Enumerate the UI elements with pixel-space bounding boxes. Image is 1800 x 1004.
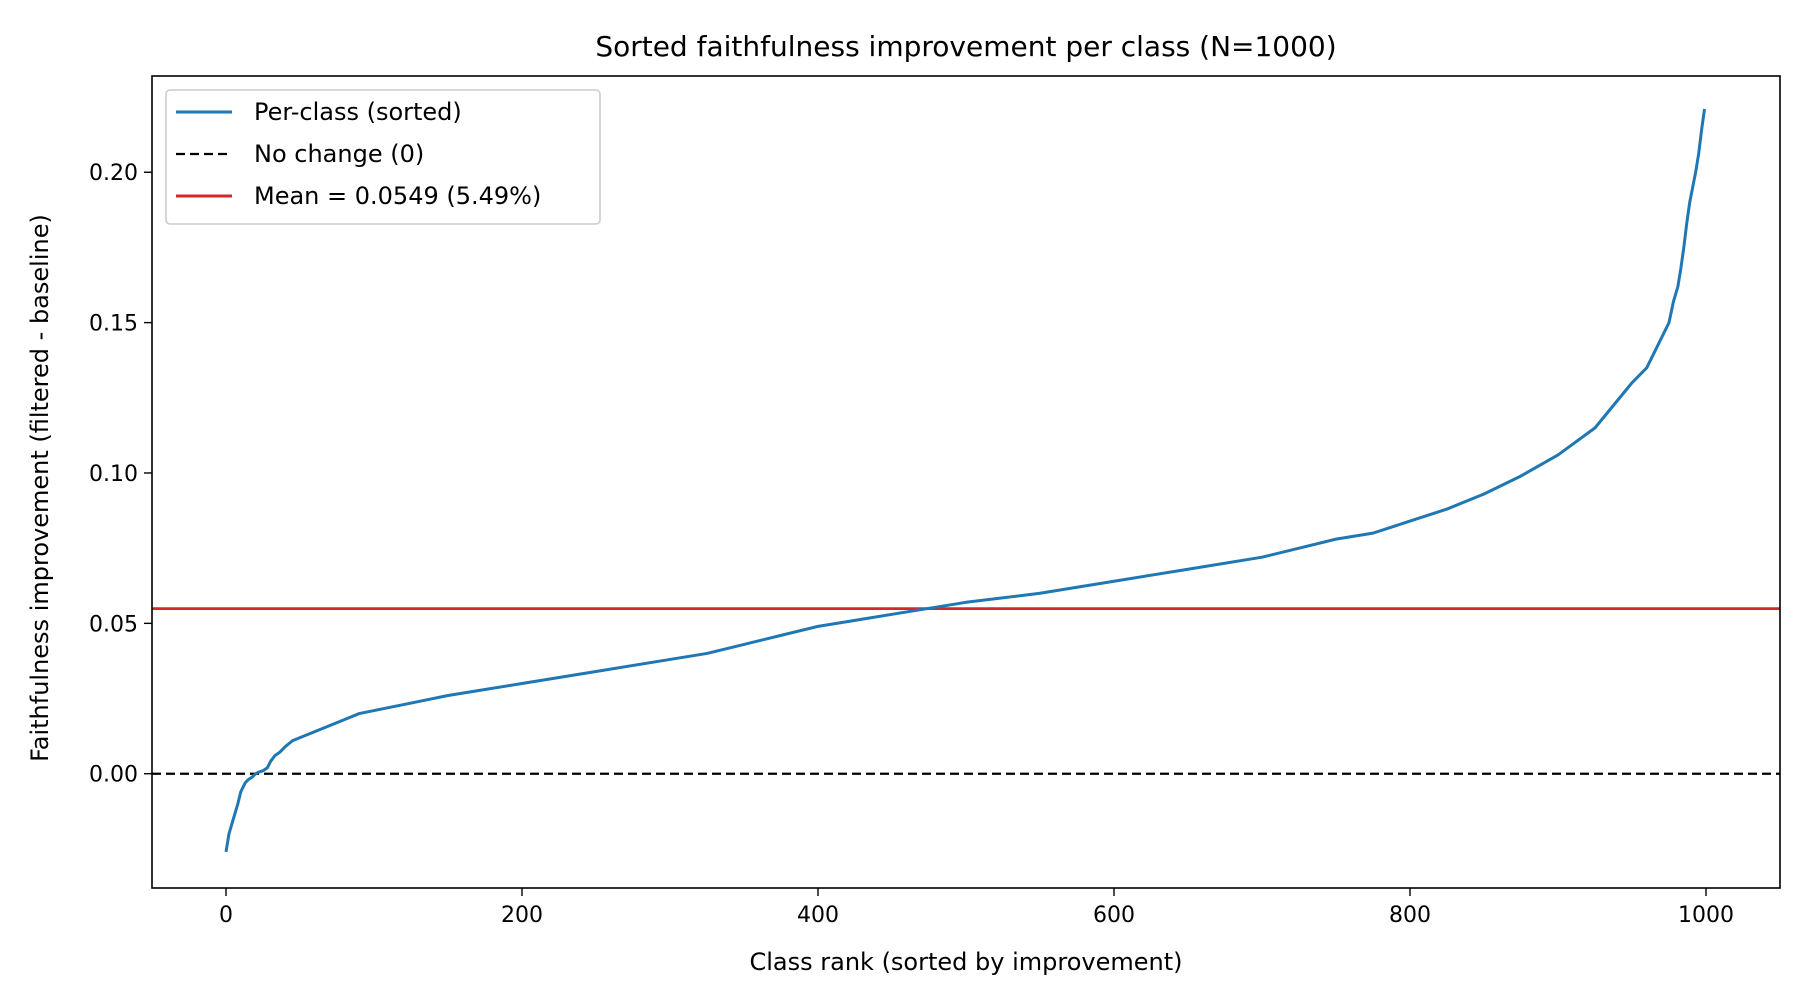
legend-label: Mean = 0.0549 (5.49%) bbox=[254, 182, 541, 210]
y-tick-label: 0.00 bbox=[89, 763, 138, 788]
y-tick-label: 0.20 bbox=[89, 161, 138, 186]
per-class-series-line bbox=[224, 108, 1707, 853]
y-tick-label: 0.15 bbox=[89, 312, 138, 337]
chart-title: Sorted faithfulness improvement per clas… bbox=[595, 30, 1336, 63]
x-tick-label: 400 bbox=[797, 903, 839, 928]
y-tick-label: 0.05 bbox=[89, 612, 138, 637]
plot-area: 0 200 400 600 800 1000 0.00 0.05 0.10 0.15 0.20 bbox=[89, 75, 1781, 928]
x-tick-label: 200 bbox=[501, 903, 543, 928]
x-tick-label: 0 bbox=[219, 903, 233, 928]
x-tick-label: 800 bbox=[1389, 903, 1431, 928]
x-tick-label: 600 bbox=[1093, 903, 1135, 928]
legend-label: No change (0) bbox=[254, 140, 424, 168]
legend-label: Per-class (sorted) bbox=[254, 98, 462, 126]
x-axis-label: Class rank (sorted by improvement) bbox=[749, 948, 1182, 976]
y-axis-label: Faithfulness improvement (filtered - bas… bbox=[26, 214, 54, 762]
legend: Per-class (sorted) No change (0) Mean = 0.… bbox=[165, 89, 601, 225]
x-tick-label: 1000 bbox=[1678, 903, 1734, 928]
plot-frame bbox=[151, 75, 1781, 889]
legend-frame bbox=[165, 89, 601, 225]
y-tick-label: 0.10 bbox=[89, 462, 138, 487]
